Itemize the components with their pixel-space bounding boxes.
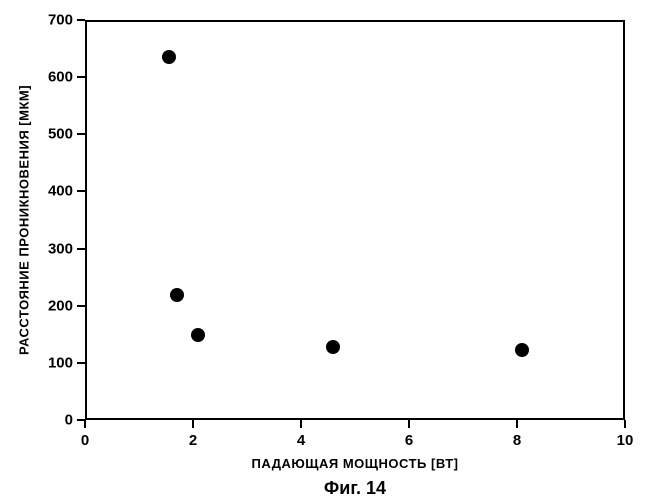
x-tick-label: 6 xyxy=(405,432,413,449)
y-tick-label: 0 xyxy=(65,412,73,429)
x-tick xyxy=(300,420,302,428)
y-tick-label: 200 xyxy=(48,297,73,314)
y-tick-label: 500 xyxy=(48,126,73,143)
data-point xyxy=(326,340,340,354)
x-tick xyxy=(408,420,410,428)
figure-root: РАССТОЯНИЕ ПРОНИКНОВЕНИЯ [МКМ] ПАДАЮЩАЯ … xyxy=(0,0,659,500)
x-tick-label: 0 xyxy=(81,432,89,449)
y-tick-label: 700 xyxy=(48,12,73,29)
y-tick-label: 600 xyxy=(48,69,73,86)
x-tick-label: 10 xyxy=(617,432,634,449)
y-tick-label: 300 xyxy=(48,240,73,257)
y-axis-label: РАССТОЯНИЕ ПРОНИКНОВЕНИЯ [МКМ] xyxy=(17,85,32,355)
y-tick xyxy=(77,419,85,421)
y-tick xyxy=(77,248,85,250)
x-tick xyxy=(84,420,86,428)
x-tick xyxy=(192,420,194,428)
x-tick-label: 2 xyxy=(189,432,197,449)
data-point xyxy=(191,328,205,342)
data-point xyxy=(515,343,529,357)
figure-caption: Фиг. 14 xyxy=(324,478,386,499)
x-axis-label: ПАДАЮЩАЯ МОЩНОСТЬ [ВТ] xyxy=(251,456,458,471)
x-tick xyxy=(516,420,518,428)
y-tick-label: 400 xyxy=(48,183,73,200)
plot-area xyxy=(85,20,625,420)
y-tick xyxy=(77,190,85,192)
x-tick-label: 8 xyxy=(513,432,521,449)
y-tick-label: 100 xyxy=(48,354,73,371)
data-point xyxy=(170,288,184,302)
data-point xyxy=(162,50,176,64)
x-tick-label: 4 xyxy=(297,432,305,449)
y-tick xyxy=(77,133,85,135)
y-tick xyxy=(77,19,85,21)
x-tick xyxy=(624,420,626,428)
y-tick xyxy=(77,76,85,78)
y-tick xyxy=(77,305,85,307)
y-tick xyxy=(77,362,85,364)
